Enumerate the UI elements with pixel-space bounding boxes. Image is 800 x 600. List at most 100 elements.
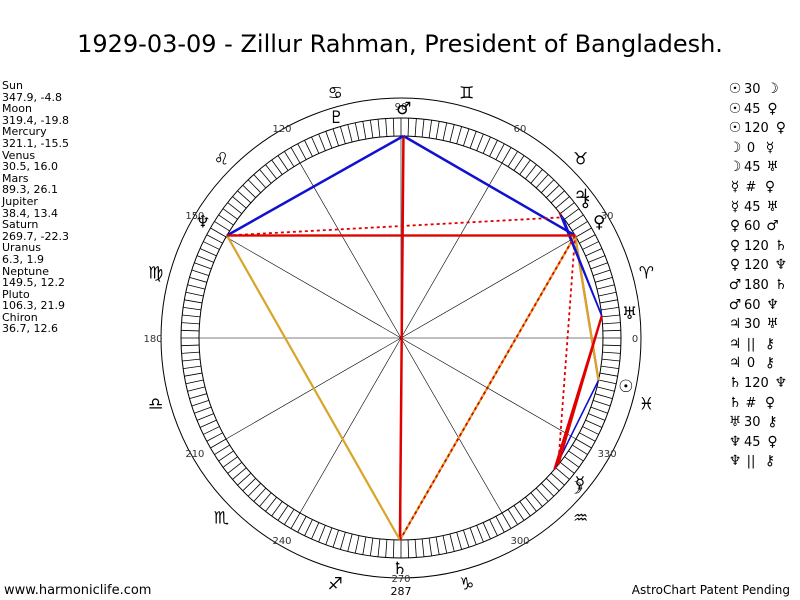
- planet-coords: 269.7, -22.3: [2, 229, 69, 243]
- degree-tick: [271, 501, 283, 517]
- degree-tick: [222, 456, 238, 468]
- degree-tick: [513, 155, 525, 171]
- aspect-item: ♂ 180 ♄: [726, 276, 790, 296]
- degree-tick: [189, 393, 207, 400]
- degree-tick: [414, 118, 417, 137]
- sign-spoke: [299, 337, 402, 514]
- aspect-symbol: #: [745, 395, 757, 411]
- degree-tick: [541, 179, 555, 193]
- degree-tick: [377, 538, 381, 557]
- degree-tick: [507, 509, 518, 525]
- degree-tick: [304, 140, 313, 157]
- aspect-symbol: 0: [746, 140, 756, 156]
- planet-coords: 347.9, -4.8: [2, 90, 62, 104]
- degree-tick: [476, 525, 484, 543]
- aspect-item: ♃ 30 ♅: [726, 315, 790, 335]
- sun-icon: ☉: [728, 81, 742, 97]
- jupiter-icon: ♃: [728, 355, 742, 372]
- pisces-icon: ♓: [639, 395, 654, 415]
- degree-tick: [247, 179, 261, 193]
- planet-coords: 106.3, 21.9: [2, 299, 65, 313]
- venus-icon: ♀: [729, 237, 741, 254]
- aspect-line: [226, 134, 405, 237]
- degree-label: 90: [395, 102, 408, 113]
- aspect-list: ☉ 30 ☽ ☉ 45 ♀ ☉ 120 ♀ ☽ 0 ☿ ☽ 45 ♅ ☿ # ♀ ☿ 45 ♅ ♀ 60 ♂ ♀ 120 ♄ ♀ 120…: [726, 80, 790, 472]
- aspect-item: ♃ 0 ⚷: [726, 354, 790, 374]
- degree-tick: [482, 522, 491, 540]
- planet-coords: 149.5, 12.2: [2, 276, 65, 290]
- zodiac-glyphs: ♈ ♉ ♊ ♋ ♌ ♍ ♎ ♏ ♐ ♑ ♒ ♓: [148, 84, 654, 595]
- degree-tick: [585, 419, 603, 428]
- aquarius-icon: ♒: [573, 509, 588, 529]
- aspect-item: ♀ 120 ♄: [726, 237, 790, 257]
- degree-tick: [196, 413, 214, 421]
- degree-tick: [194, 262, 212, 270]
- planet-name: Uranus: [2, 241, 41, 255]
- chiron-icon: ⚷: [764, 453, 776, 470]
- moon-icon: ☽: [728, 159, 742, 176]
- aspect-symbol: 0: [746, 356, 756, 372]
- sign-spoke: [225, 236, 402, 339]
- degree-tick: [442, 122, 448, 141]
- degree-tick: [519, 159, 531, 175]
- degree-tick: [555, 467, 570, 480]
- aspect-symbol: 45: [744, 160, 761, 176]
- degree-tick: [575, 227, 592, 238]
- degree-tick: [519, 501, 531, 517]
- planet-name: Mercury: [2, 125, 47, 139]
- chiron-icon: ⚷: [579, 192, 591, 212]
- degree-tick: [575, 438, 592, 449]
- degree-tick: [598, 291, 617, 297]
- degree-tick: [182, 314, 201, 318]
- degree-tick: [579, 234, 596, 244]
- sun-icon: ☉: [728, 120, 742, 137]
- planet-coords: 319.4, -19.8: [2, 113, 69, 127]
- jupiter-icon: ♃: [728, 316, 742, 333]
- planet-name: Chiron: [2, 310, 38, 324]
- chiron-icon: ⚷: [764, 335, 776, 352]
- degree-tick: [489, 140, 498, 157]
- degree-tick: [237, 190, 252, 204]
- degree-tick: [369, 537, 374, 556]
- aspect-symbol: 120: [744, 238, 769, 254]
- aspect-item: ☉ 30 ☽: [726, 80, 790, 100]
- degree-tick: [265, 496, 277, 512]
- uranus-icon: ♅: [766, 198, 779, 215]
- planet-name: Saturn: [2, 218, 39, 232]
- degree-tick: [181, 344, 200, 347]
- degree-tick: [189, 276, 207, 283]
- venus-icon: ♀: [729, 218, 741, 235]
- degree-tick: [568, 214, 584, 226]
- degree-tick: [435, 121, 440, 140]
- degree-tick: [550, 190, 565, 204]
- degree-tick: [214, 221, 230, 232]
- degree-tick: [227, 462, 243, 474]
- degree-tick: [290, 512, 301, 529]
- planet-coords: 89.3, 26.1: [2, 183, 58, 197]
- degree-tick: [206, 432, 223, 442]
- planet-coords: 321.1, -15.5: [2, 136, 69, 150]
- neptune-icon: ♆: [774, 374, 788, 391]
- degree-tick: [187, 284, 206, 290]
- degree-tick: [602, 322, 621, 325]
- degree-tick: [227, 202, 243, 214]
- degree-tick: [362, 121, 367, 140]
- degree-label: 180: [143, 334, 162, 345]
- degree-tick: [421, 119, 425, 138]
- degree-tick: [463, 529, 470, 548]
- degree-tick: [590, 406, 608, 414]
- jupiter-icon: ♃: [728, 335, 742, 352]
- degree-tick: [442, 535, 448, 554]
- moon-icon: ☽: [568, 479, 583, 499]
- degree-tick: [203, 241, 220, 250]
- website-link[interactable]: www.harmoniclife.com: [4, 583, 152, 598]
- degree-tick: [456, 126, 463, 144]
- saturn-icon: ♄: [774, 276, 788, 293]
- degree-tick: [247, 483, 261, 497]
- degree-tick: [199, 248, 217, 257]
- degree-tick: [332, 128, 339, 147]
- degree-tick: [535, 174, 549, 189]
- degree-tick: [369, 120, 374, 139]
- degree-tick: [530, 169, 543, 184]
- degree-tick: [253, 174, 267, 189]
